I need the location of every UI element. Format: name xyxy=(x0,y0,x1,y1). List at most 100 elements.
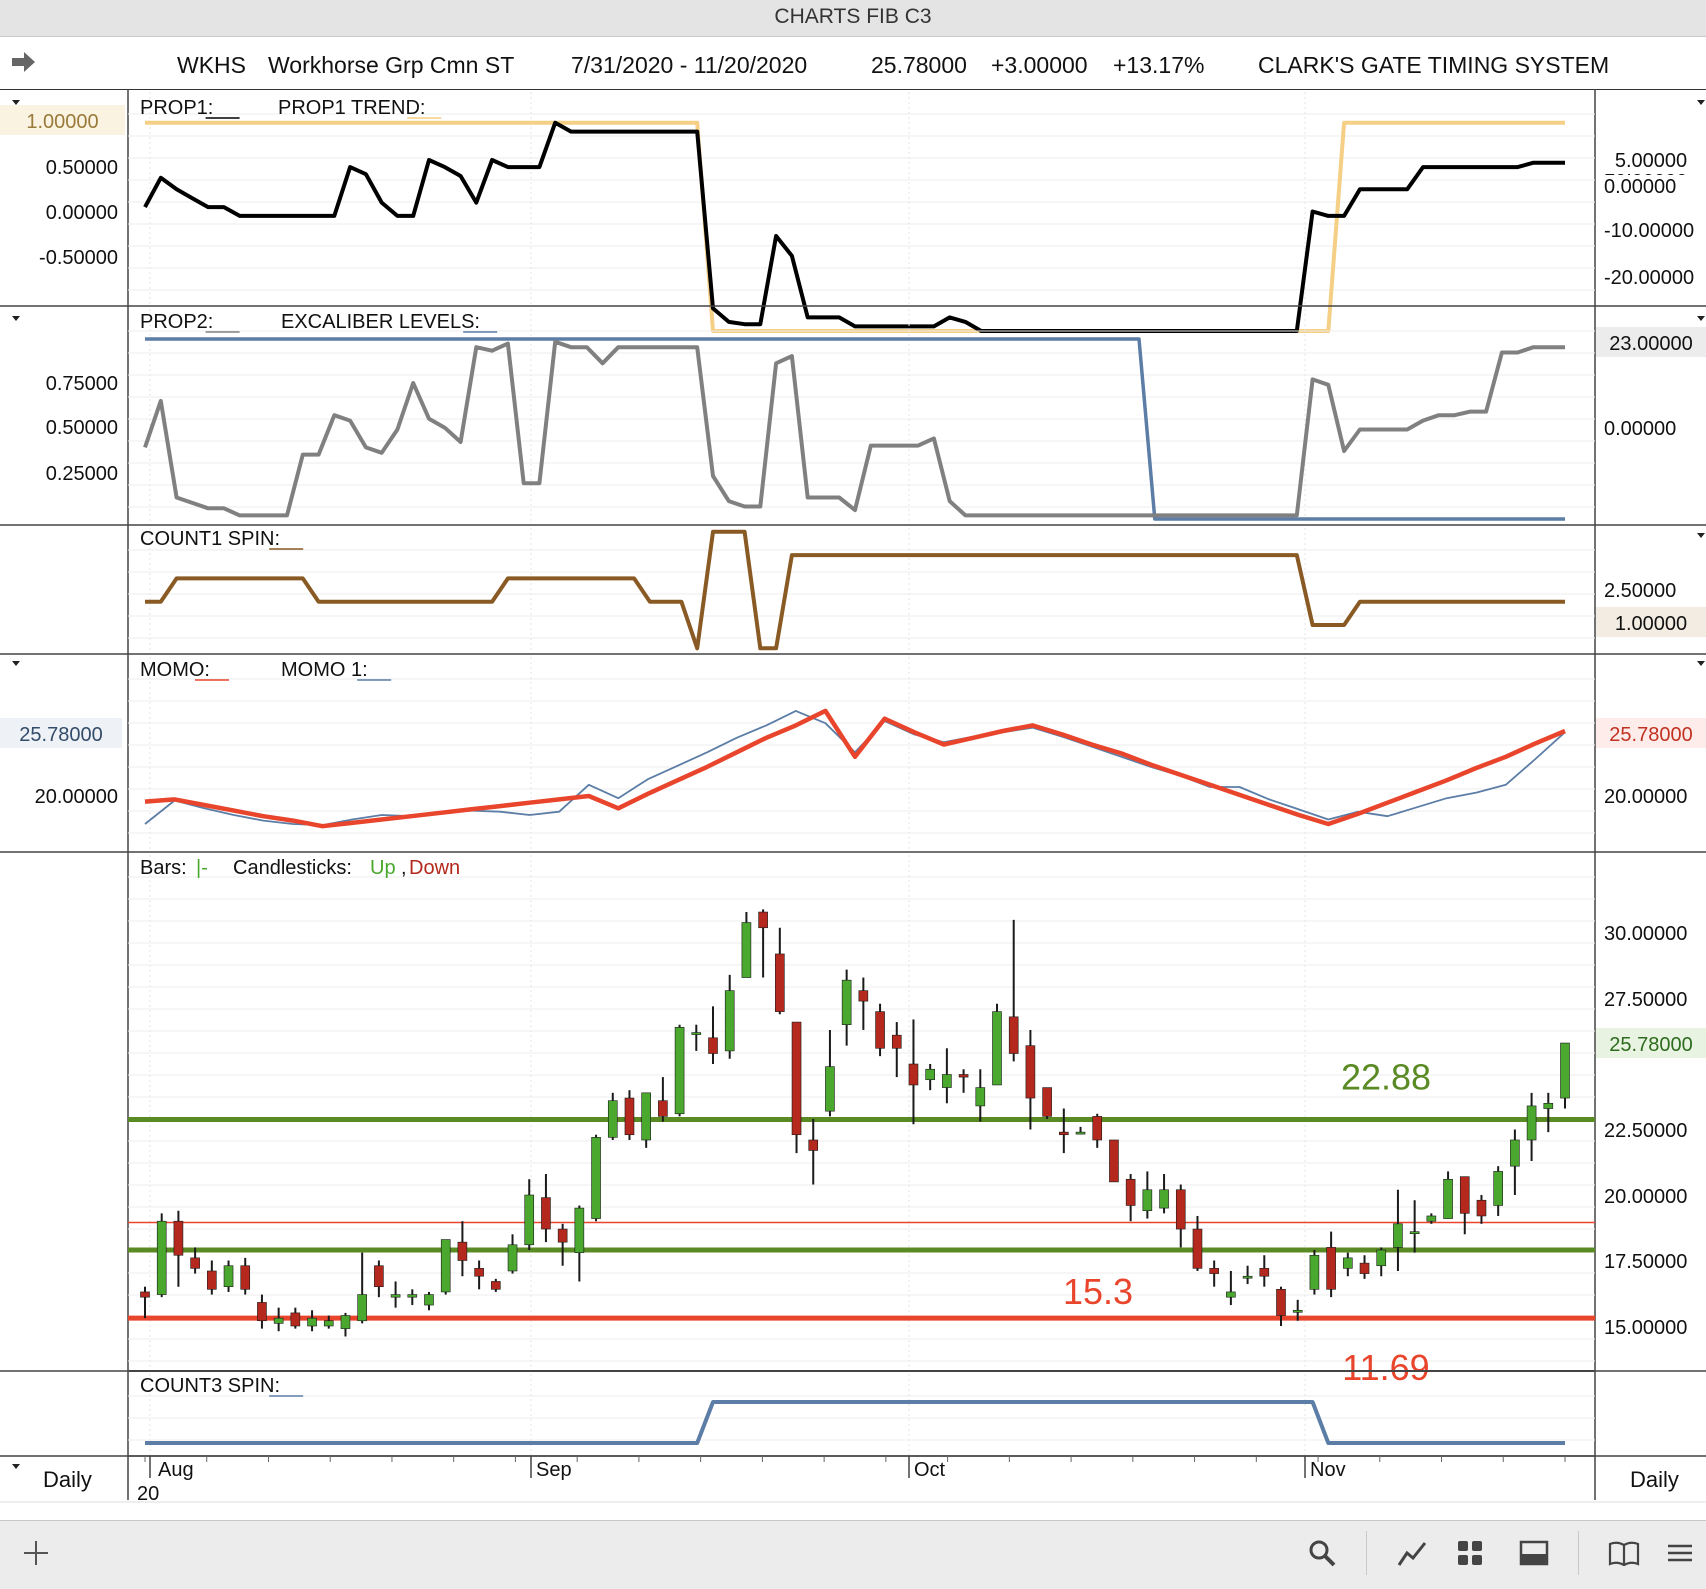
chart-area[interactable]: PROP1: PROP1 TREND: 1.00000 0.50000 0.00000 -… xyxy=(0,89,1706,1520)
candle-body xyxy=(808,1139,819,1151)
panel-menu-icon xyxy=(12,1464,20,1469)
price-right-tick: 22.50000 xyxy=(1604,1120,1687,1142)
candle-body xyxy=(875,1011,885,1049)
prop1-left-tick: 0.00000 xyxy=(46,202,118,224)
book-button[interactable] xyxy=(1604,1533,1644,1573)
price-right-tick: 30.00000 xyxy=(1604,923,1687,945)
level-label-0: 22.88 xyxy=(1341,1057,1431,1098)
candle-body xyxy=(1075,1131,1086,1135)
prop2-left-tick: 0.50000 xyxy=(46,417,118,439)
candle-body xyxy=(624,1097,635,1136)
x-label-aug: Aug xyxy=(158,1459,194,1481)
candle-body xyxy=(1343,1257,1353,1269)
prop2-label: PROP2: xyxy=(140,311,213,333)
period-left[interactable]: Daily xyxy=(43,1467,92,1492)
candle-body xyxy=(323,1320,334,1327)
candle-body xyxy=(1259,1268,1270,1277)
candle-body xyxy=(1125,1178,1136,1206)
up-legend: Up xyxy=(370,857,396,879)
symbol: WKHS xyxy=(177,52,246,78)
panel-button[interactable] xyxy=(1514,1533,1554,1573)
x-label-nov: Nov xyxy=(1310,1459,1346,1481)
prop2-line xyxy=(143,339,1565,518)
candle-body xyxy=(273,1317,284,1324)
candle-body xyxy=(474,1268,484,1277)
candle-body xyxy=(1376,1249,1387,1267)
prop2-right-tick: 0.00000 xyxy=(1604,418,1676,440)
candle-body xyxy=(1192,1228,1203,1269)
candle-body xyxy=(557,1228,568,1243)
panel-menu-icon xyxy=(1697,533,1705,538)
line-chart-icon xyxy=(1397,1542,1427,1566)
candle-body xyxy=(457,1241,468,1261)
prop1-trend-label: PROP1 TREND: xyxy=(278,97,425,119)
candle-body xyxy=(173,1220,184,1256)
candle-body xyxy=(658,1100,668,1117)
grid-button[interactable] xyxy=(1450,1533,1490,1573)
price-change-pct: +13.17% xyxy=(1113,52,1205,78)
candle-body xyxy=(190,1257,200,1269)
candle-body xyxy=(741,922,752,978)
prop1-left-current-bg xyxy=(0,105,125,135)
candle-body xyxy=(1359,1262,1370,1274)
candle-body xyxy=(240,1265,251,1290)
menu-icon xyxy=(1668,1544,1692,1562)
candle-body xyxy=(1326,1247,1336,1290)
search-button[interactable] xyxy=(1302,1533,1342,1573)
excaliber-line xyxy=(145,337,1565,521)
prop2-left-tick: 0.75000 xyxy=(46,373,118,395)
momo1-line xyxy=(144,710,1566,826)
count1-right-current: 1.00000 xyxy=(1615,613,1687,635)
candle-body xyxy=(1159,1189,1169,1209)
candle-body xyxy=(825,1066,835,1112)
level-label-2: 11.69 xyxy=(1342,1347,1429,1388)
candle-body xyxy=(591,1137,601,1219)
count1-label: COUNT1 SPIN: xyxy=(140,528,280,550)
last-price: 25.78000 xyxy=(871,52,967,78)
forward-arrow-icon[interactable] xyxy=(8,47,38,77)
add-button[interactable] xyxy=(16,1533,56,1573)
count1-right-current-bg xyxy=(1596,607,1706,637)
candle-body xyxy=(1510,1139,1520,1167)
candle-body xyxy=(1276,1289,1286,1316)
candle-body xyxy=(641,1092,651,1141)
momo-left-current: 25.78000 xyxy=(19,724,102,746)
prop1-left-tick: 0.50000 xyxy=(46,157,118,179)
date-range: 7/31/2020 - 11/20/2020 xyxy=(571,52,808,78)
candle-body xyxy=(674,1027,685,1115)
panel-menu-icon xyxy=(1697,661,1705,666)
candle-body xyxy=(374,1265,384,1287)
candle-body xyxy=(1560,1042,1570,1099)
candle-body xyxy=(1008,1016,1019,1054)
candle-body xyxy=(140,1291,150,1298)
candle-body xyxy=(958,1074,969,1078)
prop1-right-tick: -10.00000 xyxy=(1604,220,1694,242)
candle-body xyxy=(1526,1105,1537,1141)
candle-body xyxy=(507,1244,518,1272)
count3-label: COUNT3 SPIN: xyxy=(140,1375,280,1397)
candle-body xyxy=(524,1194,535,1246)
bottom-toolbar xyxy=(0,1520,1706,1589)
momo1-label: MOMO 1: xyxy=(281,659,368,681)
candle-body xyxy=(858,990,869,1002)
price-right-current: 25.78000 xyxy=(1609,1034,1692,1056)
candle-body xyxy=(975,1087,986,1107)
candle-body xyxy=(491,1281,501,1290)
prop2-right-current: 23.00000 xyxy=(1609,333,1692,355)
candle-body xyxy=(942,1074,952,1088)
line-chart-button[interactable] xyxy=(1392,1533,1432,1573)
candle-body xyxy=(424,1294,434,1306)
security-name: Workhorse Grp Cmn ST xyxy=(268,52,515,78)
prop1-line xyxy=(143,120,1565,333)
price-change: +3.00000 xyxy=(991,52,1088,78)
price-right-tick: 17.50000 xyxy=(1604,1251,1687,1273)
candle-body xyxy=(1443,1178,1453,1219)
period-right[interactable]: Daily xyxy=(1630,1467,1679,1492)
candle-body xyxy=(307,1317,317,1327)
menu-button[interactable] xyxy=(1660,1533,1700,1573)
candle-body xyxy=(1226,1291,1236,1298)
candle-body xyxy=(156,1220,167,1295)
book-icon xyxy=(1608,1541,1640,1567)
candle-body xyxy=(724,990,735,1052)
search-icon xyxy=(1309,1540,1336,1567)
